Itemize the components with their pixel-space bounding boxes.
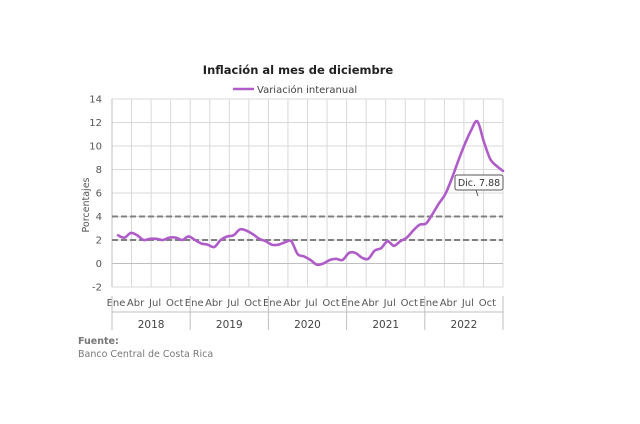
annotation: Dic. 7.88 bbox=[454, 174, 504, 197]
x-tick-label: Abr bbox=[283, 298, 301, 309]
x-tick-label: Jul bbox=[148, 298, 161, 309]
legend: Variación interanual bbox=[233, 84, 357, 96]
y-tick-label: 0 bbox=[96, 259, 102, 270]
y-axis: -2 0 2 4 6 8 10 12 14 bbox=[89, 95, 102, 294]
annotation-box bbox=[454, 174, 504, 191]
year-label: 2018 bbox=[138, 319, 165, 331]
x-tick-label: Ene bbox=[341, 298, 360, 309]
legend-label: Variación interanual bbox=[257, 84, 357, 96]
series-line bbox=[116, 119, 505, 267]
x-tick-label: Oct bbox=[401, 298, 418, 309]
y-tick-label: -2 bbox=[92, 283, 102, 294]
y-tick-label: 14 bbox=[89, 95, 102, 106]
year-label: 2020 bbox=[294, 319, 321, 331]
x-tick-label: Ene bbox=[263, 298, 282, 309]
x-tick-label: Oct bbox=[322, 298, 339, 309]
x-tick-label: Abr bbox=[361, 298, 379, 309]
x-tick-label: Jul bbox=[383, 298, 396, 309]
chart-title: Inflación al mes de diciembre bbox=[203, 63, 394, 77]
x-tick-label: Oct bbox=[166, 298, 183, 309]
reference-lines bbox=[112, 215, 503, 241]
annotation-label: Dic. 7.88 bbox=[458, 178, 500, 189]
y-tick-label: 10 bbox=[89, 142, 102, 153]
source-text: Banco Central de Costa Rica bbox=[78, 349, 214, 360]
x-tick-label: Oct bbox=[244, 298, 261, 309]
x-tick-label: Ene bbox=[107, 298, 126, 309]
x-tick-label: Oct bbox=[479, 298, 496, 309]
y-axis-label: Porcentajes bbox=[81, 177, 92, 232]
x-tick-label: Abr bbox=[205, 298, 223, 309]
y-tick-label: 2 bbox=[96, 236, 102, 247]
annotation-leader bbox=[475, 189, 479, 197]
x-tick-label: Ene bbox=[419, 298, 438, 309]
year-label: 2019 bbox=[216, 319, 243, 331]
x-tick-label: Abr bbox=[127, 298, 145, 309]
x-tick-label: Ene bbox=[185, 298, 204, 309]
y-tick-label: 4 bbox=[96, 212, 102, 223]
x-tick-label: Jul bbox=[461, 298, 474, 309]
x-tick-label: Abr bbox=[440, 298, 458, 309]
x-tick-label: Jul bbox=[304, 298, 317, 309]
x-tick-label: Jul bbox=[226, 298, 239, 309]
y-tick-label: 6 bbox=[96, 189, 102, 200]
y-tick-label: 8 bbox=[96, 165, 102, 176]
y-tick-label: 12 bbox=[89, 118, 102, 129]
year-label: 2022 bbox=[451, 319, 478, 331]
source-title: Fuente: bbox=[78, 336, 119, 347]
year-label: 2021 bbox=[372, 319, 399, 331]
series bbox=[116, 119, 505, 267]
